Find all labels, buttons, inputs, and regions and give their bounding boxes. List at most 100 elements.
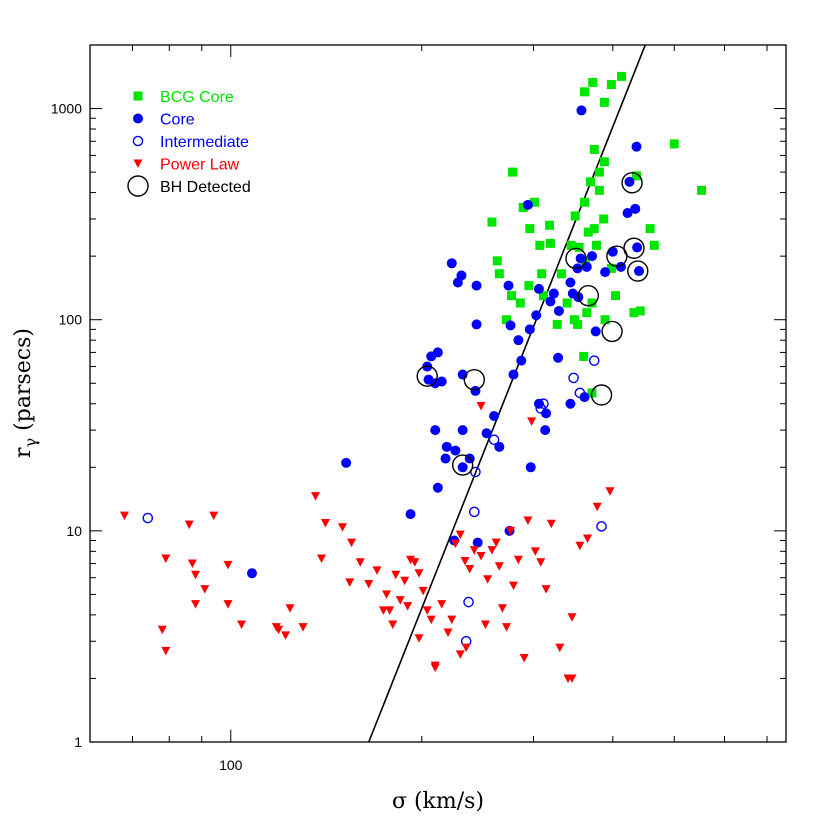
point-bh-detected	[451, 454, 474, 476]
point-core	[341, 457, 352, 468]
point-power-law	[320, 518, 330, 528]
point-intermediate	[468, 506, 480, 518]
point-bcg-core	[574, 242, 584, 252]
point-bcg-core	[573, 319, 583, 329]
point-bcg-core	[524, 281, 534, 291]
point-core	[531, 310, 542, 321]
point-power-law	[191, 600, 201, 609]
point-bcg-core	[588, 77, 598, 87]
point-power-law	[523, 516, 533, 525]
point-power-law	[378, 606, 388, 615]
legend-label-core: Core	[160, 112, 195, 129]
point-power-law	[223, 600, 233, 609]
point-bcg-core	[508, 167, 518, 177]
point-bcg-core	[611, 291, 621, 301]
point-bcg-core	[669, 139, 679, 149]
point-power-law	[592, 502, 602, 512]
point-core	[446, 258, 457, 269]
legend: BCG Core Core Intermediate Power Law BH Dete…	[127, 89, 251, 197]
point-bcg-core	[580, 87, 590, 97]
point-power-law	[476, 552, 486, 561]
point-power-law	[494, 562, 504, 571]
fit-line	[368, 44, 646, 743]
point-power-law	[497, 604, 507, 613]
point-power-law	[237, 620, 247, 630]
point-core	[631, 141, 642, 152]
point-bcg-core	[591, 240, 601, 250]
point-bh-detected	[577, 284, 599, 307]
point-bh-detected	[627, 260, 649, 282]
x-axis-title: σ (km/s)	[392, 789, 484, 814]
point-core	[632, 242, 643, 253]
point-bcg-core	[632, 171, 642, 181]
point-core	[565, 277, 576, 288]
point-power-law	[447, 615, 457, 625]
point-core	[540, 425, 551, 436]
point-power-law	[519, 653, 529, 663]
legend-marker-power-law	[133, 159, 143, 168]
point-power-law	[506, 526, 516, 536]
point-bcg-core	[599, 214, 609, 224]
point-power-law	[209, 511, 219, 521]
point-bh-detected	[590, 384, 613, 406]
point-core	[505, 320, 516, 331]
point-power-law	[161, 646, 171, 656]
point-power-law	[480, 620, 490, 630]
point-bcg-core	[589, 144, 599, 154]
point-core	[545, 296, 556, 307]
legend-item-bh-detected: BH Detected	[127, 175, 251, 197]
series-intermediate	[142, 355, 607, 647]
point-power-law	[536, 558, 546, 567]
point-bcg-core	[570, 211, 580, 221]
point-power-law	[455, 650, 465, 659]
point-bcg-core	[582, 308, 592, 318]
point-core	[634, 266, 645, 277]
y-tick-label: 1	[74, 734, 82, 750]
point-core	[600, 267, 611, 278]
fit-line-layer	[368, 44, 646, 743]
point-core	[471, 319, 482, 330]
point-core	[565, 398, 576, 409]
point-bcg-core	[600, 315, 610, 325]
point-bh-detected	[463, 368, 485, 391]
point-core	[457, 425, 468, 436]
point-intermediate	[463, 596, 474, 608]
point-core	[452, 277, 463, 288]
point-power-law	[161, 554, 171, 563]
point-power-law	[422, 606, 432, 615]
point-bcg-core	[606, 263, 616, 273]
point-core	[579, 392, 590, 403]
point-power-law	[184, 520, 194, 530]
point-power-law	[530, 547, 540, 556]
legend-item-core: Core	[133, 112, 195, 129]
point-bcg-core	[599, 157, 609, 167]
point-bcg-core	[697, 185, 707, 195]
point-bcg-core	[579, 351, 589, 361]
point-core	[470, 385, 481, 396]
y-tick-label: 1000	[51, 101, 82, 117]
point-core	[581, 261, 592, 272]
point-core	[441, 441, 452, 452]
point-power-law	[223, 560, 233, 570]
point-core	[516, 355, 527, 366]
point-bcg-core	[635, 306, 645, 316]
point-bcg-core	[545, 220, 555, 230]
point-bcg-core	[594, 167, 604, 177]
point-power-law	[382, 590, 392, 599]
point-bcg-core	[589, 224, 599, 234]
point-bcg-core	[515, 298, 525, 308]
point-power-law	[274, 625, 284, 635]
point-power-law	[567, 613, 577, 622]
y-tick-label: 100	[59, 312, 83, 328]
point-power-law	[298, 623, 308, 632]
point-power-law	[385, 606, 395, 615]
point-core	[590, 326, 601, 337]
point-bcg-core	[580, 197, 590, 207]
point-power-law	[187, 559, 197, 569]
legend-marker-core	[133, 113, 143, 124]
point-power-law	[200, 585, 210, 594]
point-power-law	[483, 575, 493, 584]
point-core	[525, 462, 536, 473]
point-bcg-core	[552, 319, 562, 329]
point-core	[630, 203, 641, 214]
